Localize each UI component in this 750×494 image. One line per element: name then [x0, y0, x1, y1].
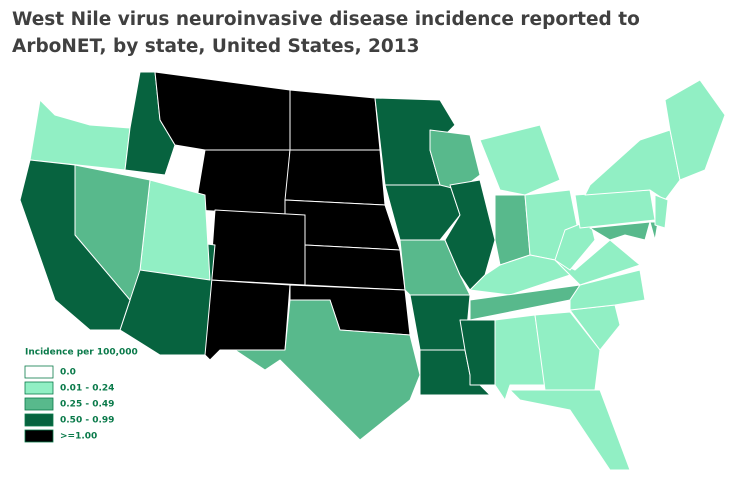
legend-swatch: [24, 397, 54, 411]
state: [654, 194, 669, 229]
state: [469, 254, 571, 296]
legend-label: >=1.00: [60, 432, 97, 442]
state: [289, 89, 381, 151]
legend-swatch: [24, 429, 54, 443]
state: [479, 124, 561, 196]
state: [234, 299, 421, 441]
legend-label: 0.0: [60, 368, 76, 378]
state: [584, 129, 681, 201]
legend-swatch: [24, 365, 54, 379]
state: [664, 79, 726, 181]
state: [589, 221, 651, 241]
legend-swatch: [24, 381, 54, 395]
legend-swatch: [24, 413, 54, 427]
map-title: West Nile virus neuroinvasive disease in…: [12, 9, 640, 57]
legend-label: 0.01 - 0.24: [60, 384, 114, 394]
state: [209, 209, 306, 286]
us-map: [19, 61, 726, 471]
state: [534, 311, 601, 391]
legend-title: Incidence per 100,000: [25, 348, 138, 358]
legend-label: 0.25 - 0.49: [60, 400, 114, 410]
state: [139, 179, 211, 281]
legend: Incidence per 100,000 0.0 0.01 - 0.24 0.25…: [24, 348, 138, 443]
state: [199, 279, 291, 361]
state: [284, 149, 386, 206]
state: [304, 244, 406, 291]
state: [649, 221, 659, 241]
state: [154, 71, 291, 151]
legend-label: 0.50 - 0.99: [60, 416, 114, 426]
state: [494, 194, 531, 266]
state: [384, 184, 461, 241]
state: [509, 389, 631, 471]
state: [194, 149, 291, 216]
state: [19, 159, 131, 331]
